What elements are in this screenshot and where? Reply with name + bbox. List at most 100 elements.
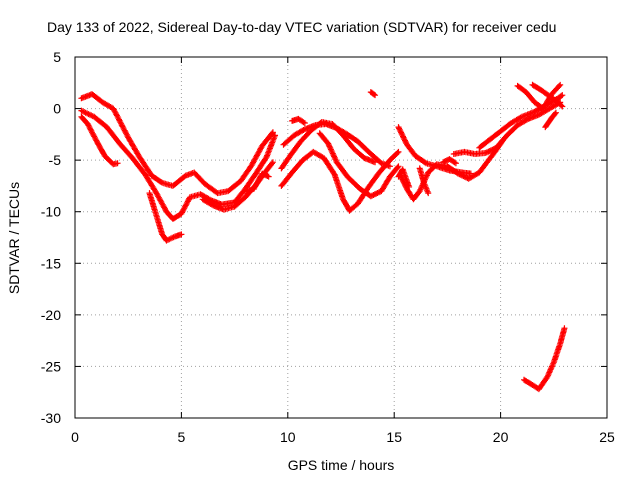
series-track-q bbox=[440, 156, 459, 167]
data-point-marker bbox=[555, 92, 565, 102]
data-point-marker bbox=[365, 170, 382, 190]
data-point-marker bbox=[259, 130, 275, 149]
data-point-marker bbox=[555, 99, 565, 109]
y-tick-label: -30 bbox=[41, 410, 61, 426]
data-point-marker bbox=[487, 129, 503, 143]
data-point-marker bbox=[559, 92, 566, 99]
axis-ticks bbox=[74, 56, 608, 419]
data-point-marker bbox=[78, 113, 90, 126]
data-point-marker bbox=[472, 150, 488, 157]
data-point-marker bbox=[497, 120, 514, 135]
data-point-marker bbox=[546, 93, 560, 105]
y-tick-label: -5 bbox=[49, 152, 62, 168]
data-point-marker bbox=[169, 211, 184, 222]
data-point-marker bbox=[395, 124, 410, 147]
data-point-marker bbox=[114, 160, 121, 167]
data-point-marker bbox=[410, 189, 422, 203]
data-point-marker bbox=[544, 360, 557, 380]
grid-lines bbox=[75, 57, 607, 418]
series-track-o bbox=[416, 165, 432, 197]
data-point-marker bbox=[331, 171, 346, 201]
data-point-marker bbox=[78, 107, 96, 120]
data-point-marker bbox=[116, 140, 135, 160]
data-point-marker bbox=[263, 133, 278, 160]
data-point-marker bbox=[404, 141, 418, 158]
data-point-marker bbox=[514, 82, 528, 95]
data-point-marker bbox=[514, 116, 530, 129]
data-point-marker bbox=[523, 89, 537, 105]
data-point-marker bbox=[386, 149, 401, 164]
series-track-v bbox=[542, 109, 559, 131]
data-point-marker bbox=[238, 163, 254, 184]
data-point-marker bbox=[291, 127, 307, 139]
data-point-marker bbox=[252, 155, 269, 177]
data-point-marker bbox=[395, 148, 402, 155]
data-point-marker bbox=[406, 183, 413, 190]
data-point-marker bbox=[340, 132, 356, 151]
x-axis-label: GPS time / hours bbox=[288, 457, 395, 473]
data-point-marker bbox=[101, 153, 116, 167]
series-track-w bbox=[521, 325, 568, 393]
data-point-marker bbox=[355, 138, 371, 154]
chart-title: Day 133 of 2022, Sidereal Day-to-day VTE… bbox=[47, 19, 556, 35]
data-point-marker bbox=[146, 190, 159, 216]
data-point-marker bbox=[103, 124, 122, 146]
series-track-l bbox=[367, 89, 379, 99]
data-point-marker bbox=[321, 155, 337, 177]
data-point-marker bbox=[550, 342, 563, 366]
series-track-b bbox=[78, 107, 279, 222]
data-point-marker bbox=[548, 110, 559, 121]
data-point-marker bbox=[365, 148, 384, 166]
data-point-marker bbox=[452, 160, 459, 167]
data-point-marker bbox=[278, 154, 293, 172]
y-tick-label: 5 bbox=[53, 49, 61, 65]
data-point-marker bbox=[269, 129, 276, 136]
data-point-marker bbox=[301, 120, 308, 127]
data-point-marker bbox=[152, 189, 169, 214]
data-point-marker bbox=[259, 170, 271, 179]
y-tick-label: -20 bbox=[41, 307, 61, 323]
y-tick-label: 0 bbox=[53, 101, 61, 117]
data-point-marker bbox=[250, 171, 265, 192]
data-point-marker bbox=[504, 123, 520, 139]
data-point-marker bbox=[425, 162, 439, 176]
data-point-marker bbox=[508, 114, 524, 126]
series-track-c bbox=[78, 113, 121, 168]
x-tick-labels: 0 5 10 15 20 25 bbox=[71, 429, 615, 445]
data-point-marker bbox=[178, 231, 185, 238]
data-point-marker bbox=[178, 195, 193, 217]
data-point-marker bbox=[557, 81, 564, 88]
data-point-marker bbox=[535, 375, 550, 393]
y-tick-label: -10 bbox=[41, 204, 61, 220]
x-tick-label: 20 bbox=[493, 429, 509, 445]
data-point-marker bbox=[538, 87, 552, 99]
data-point-marker bbox=[280, 133, 296, 148]
data-point-marker bbox=[225, 178, 243, 195]
data-point-marker bbox=[295, 115, 307, 126]
data-point-marker bbox=[450, 149, 466, 157]
series-track-k bbox=[289, 115, 308, 127]
data-point-marker bbox=[99, 99, 115, 111]
data-point-marker bbox=[297, 128, 314, 145]
data-point-marker bbox=[197, 191, 213, 203]
data-point-marker bbox=[248, 144, 265, 169]
x-tick-label: 0 bbox=[71, 429, 79, 445]
series-track-a bbox=[78, 91, 276, 197]
series-track-h bbox=[278, 119, 379, 172]
data-point-marker bbox=[412, 153, 428, 166]
data-point-marker bbox=[333, 159, 350, 179]
data-point-marker bbox=[148, 172, 165, 185]
data-point-marker bbox=[376, 158, 392, 176]
data-point-marker bbox=[559, 103, 566, 110]
data-point-marker bbox=[169, 173, 188, 189]
data-point-marker bbox=[231, 195, 248, 210]
x-tick-label: 10 bbox=[280, 429, 296, 445]
data-point-marker bbox=[89, 91, 105, 105]
series-track-d bbox=[146, 190, 185, 244]
data-point-marker bbox=[110, 160, 120, 168]
series-track-n bbox=[397, 137, 506, 203]
data-point-marker bbox=[329, 121, 346, 138]
series-track-t bbox=[514, 81, 564, 112]
y-tick-label: -15 bbox=[41, 255, 61, 271]
data-point-marker bbox=[421, 179, 431, 195]
